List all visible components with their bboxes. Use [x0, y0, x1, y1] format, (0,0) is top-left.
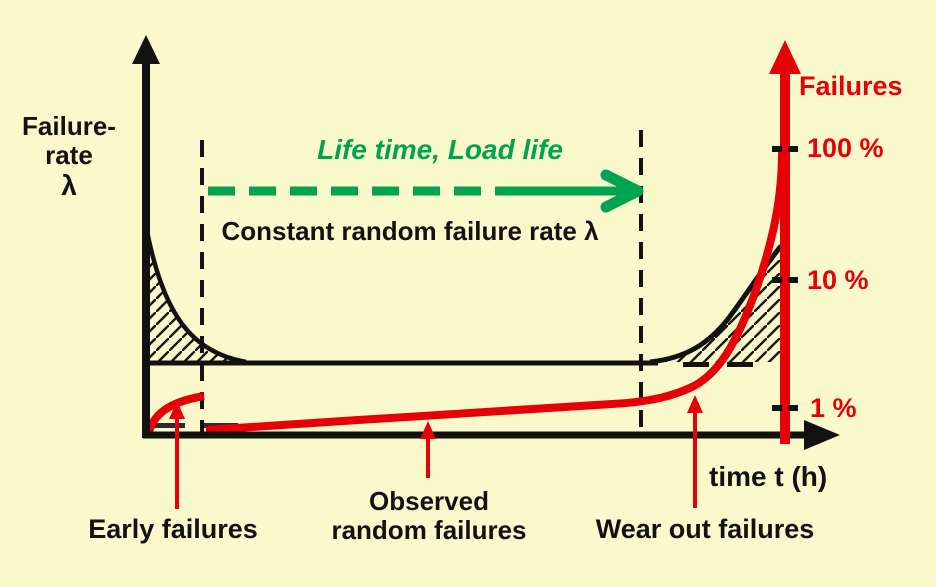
- x-axis-arrowhead: [804, 420, 840, 450]
- lambda-symbol: λ: [61, 170, 77, 202]
- tick-label-100: 100 %: [807, 133, 884, 163]
- observed-label-line2: random failures: [331, 515, 527, 546]
- observed-random-failures-label: Observed random failures: [318, 486, 540, 546]
- early-failures-hatch-area: [148, 232, 242, 362]
- failures-axis-arrowhead: [769, 40, 801, 74]
- time-axis-label: time t (h): [709, 461, 828, 492]
- early-failures-label: Early failures: [88, 514, 258, 544]
- failures-axis-title: Failures: [799, 71, 903, 101]
- tick-label-1: 1 %: [810, 393, 857, 423]
- wear-out-hatch-area: [657, 246, 783, 362]
- early-failures-pointer-head: [169, 401, 185, 419]
- failure-rate-label-line2: rate: [45, 140, 93, 171]
- failure-rate-label-line1: Failure-: [22, 111, 116, 141]
- wear-out-failures-label: Wear out failures: [595, 514, 815, 544]
- cumulative-failures-red-curve: [205, 151, 786, 434]
- bathtub-curve-decay: [143, 225, 247, 365]
- life-time-arrowhead: [600, 169, 644, 213]
- wear-out-pointer-head: [687, 395, 703, 413]
- observed-pointer-head: [420, 421, 436, 439]
- failure-rate-axis-label: Failure- rate λ: [10, 111, 128, 202]
- life-time-label: Life time, Load life: [317, 134, 563, 165]
- observed-label-line1: Observed: [369, 486, 489, 516]
- tick-label-10: 10 %: [807, 265, 869, 295]
- constant-rate-label: Constant random failure rate λ: [221, 216, 599, 246]
- y-axis-arrowhead: [132, 35, 160, 64]
